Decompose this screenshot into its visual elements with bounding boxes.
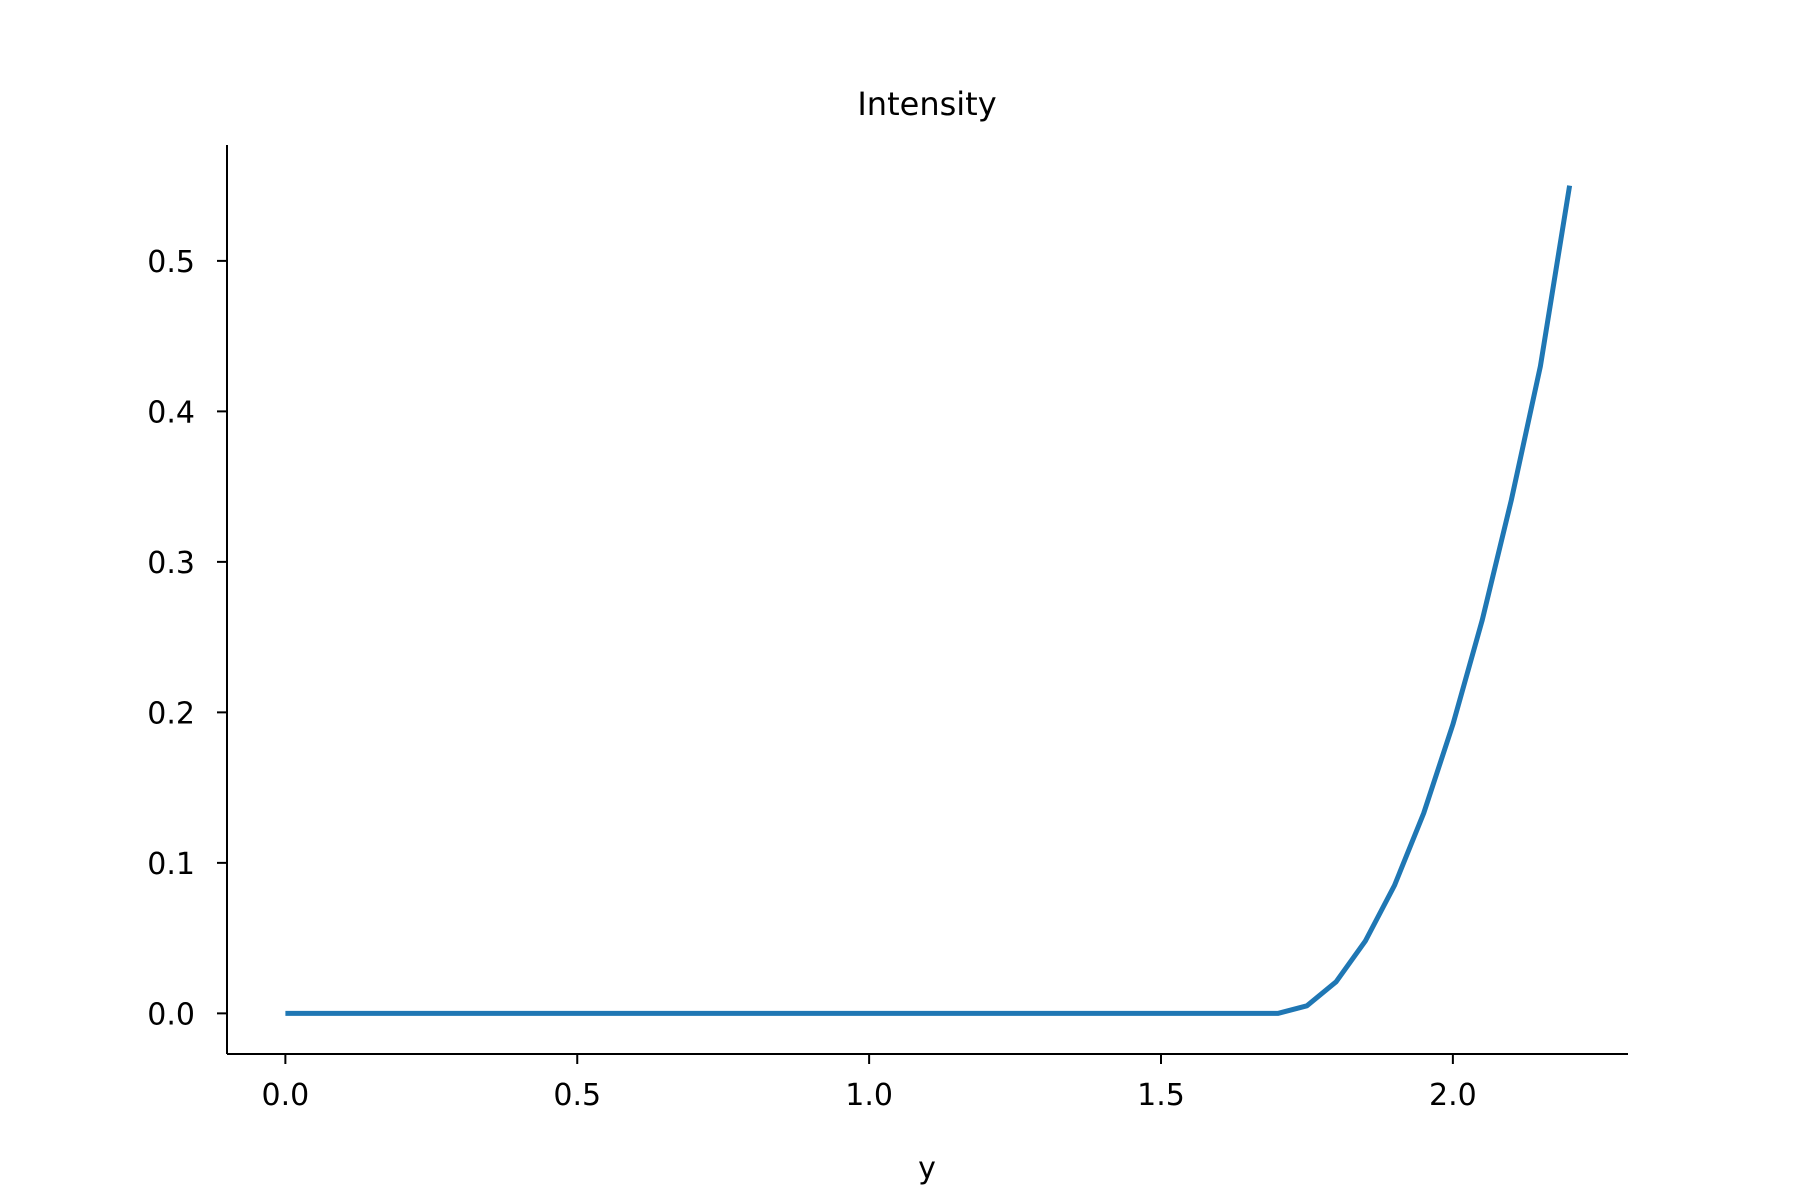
y-axis-ticks: 0.0 0.1 0.2 0.3 0.4 0.5	[147, 245, 227, 1032]
x-tick-label: 0.5	[553, 1078, 601, 1113]
x-tick-label: 1.5	[1137, 1078, 1185, 1113]
y-tick-label: 0.1	[147, 847, 195, 882]
x-tick-label: 2.0	[1429, 1078, 1477, 1113]
axes	[226, 145, 1628, 1055]
y-tick-label: 0.3	[147, 546, 195, 581]
y-tick-label: 0.0	[147, 997, 195, 1032]
y-tick-label: 0.4	[147, 395, 195, 430]
series-group	[285, 185, 1573, 1016]
y-tick-label: 0.5	[147, 245, 195, 280]
series-line	[285, 185, 1573, 1016]
x-tick-label: 0.0	[262, 1078, 310, 1113]
chart-title: Intensity	[857, 85, 996, 123]
x-axis-ticks: 0.0 0.5 1.0 1.5 2.0	[262, 1054, 1477, 1113]
x-tick-label: 1.0	[845, 1078, 893, 1113]
y-tick-label: 0.2	[147, 696, 195, 731]
x-axis-label: y	[918, 1151, 936, 1186]
